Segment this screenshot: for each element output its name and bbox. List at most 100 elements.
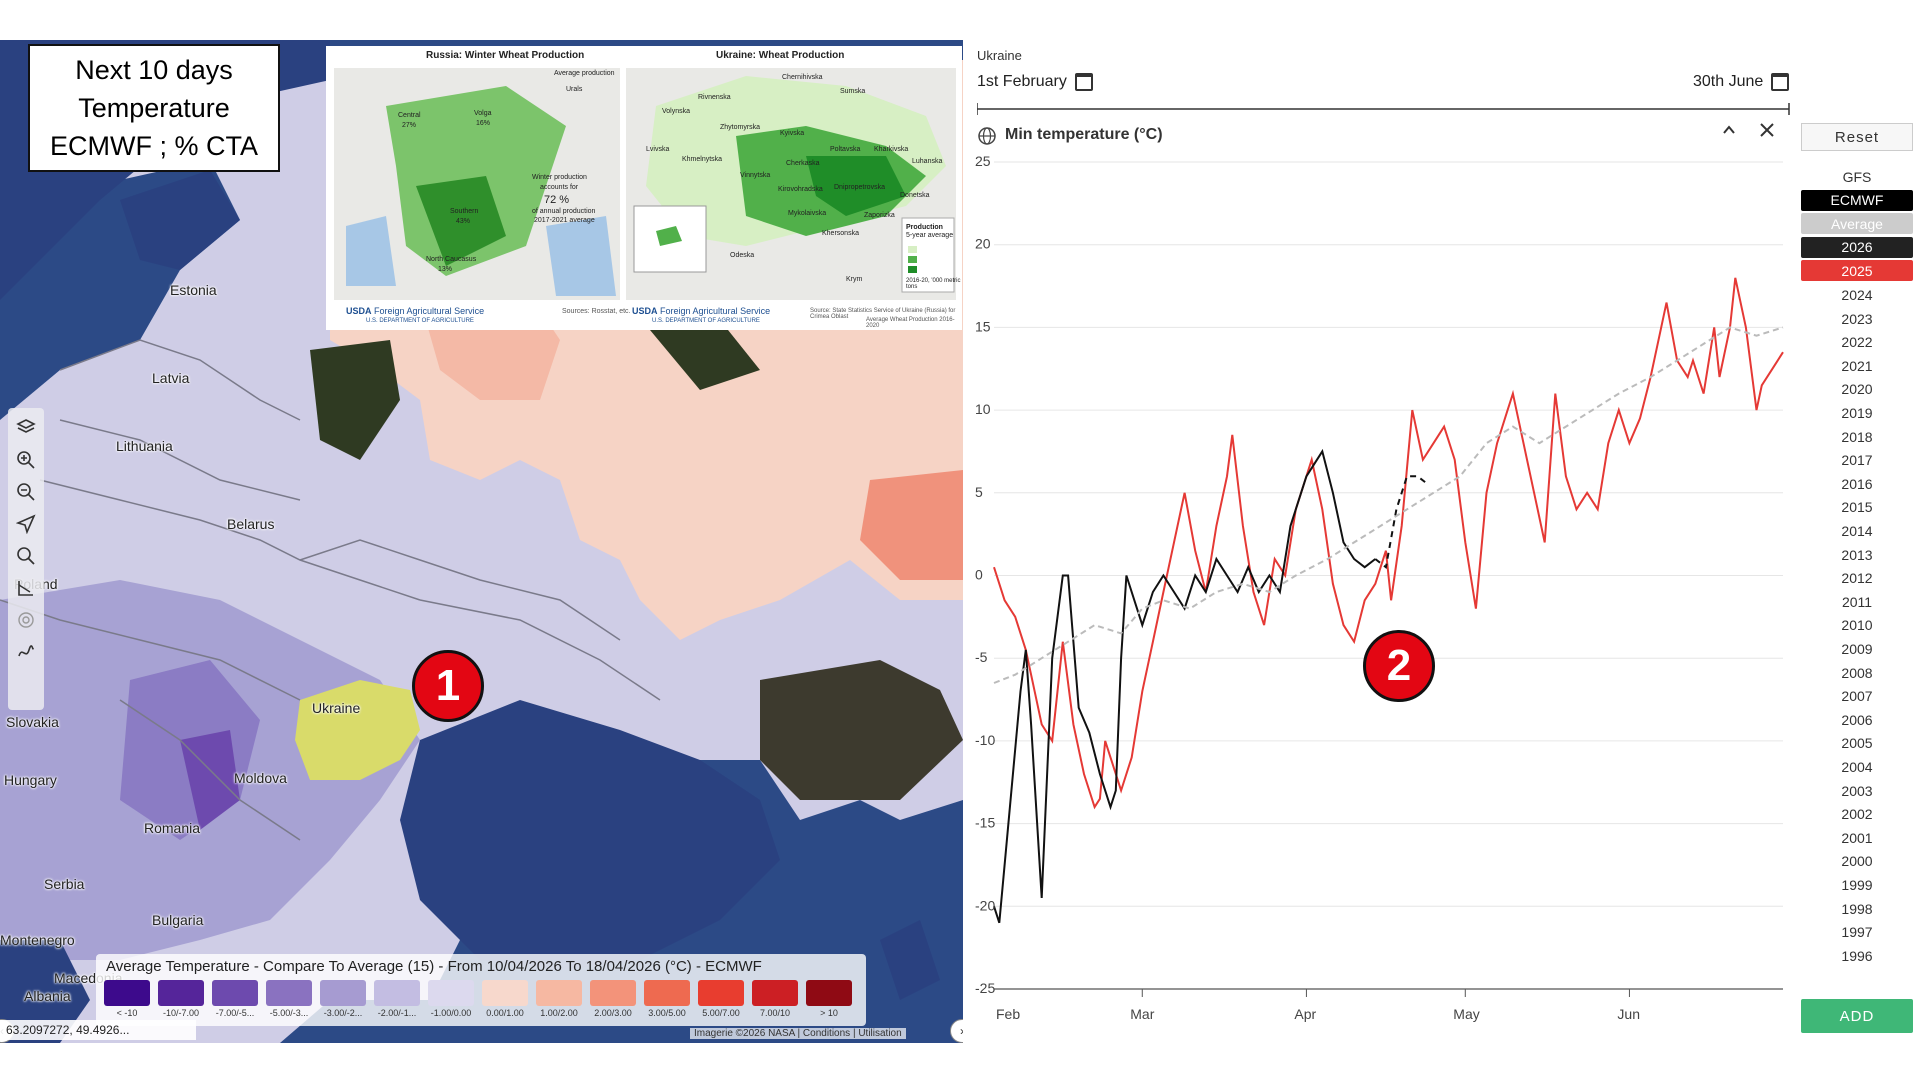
russia-label: Average production (554, 70, 615, 77)
usda-sub-right: U.S. DEPARTMENT OF AGRICULTURE (652, 318, 760, 324)
year-toggle-2008[interactable]: 2008 (1841, 664, 1873, 681)
legend-swatch (482, 980, 528, 1006)
map-panel[interactable]: Next 10 days Temperature ECMWF ; % CTA R… (0, 40, 963, 1043)
y-tick-label: 15 (975, 318, 991, 334)
russia-label: 2017-2021 average (534, 217, 595, 224)
year-toggle-2019[interactable]: 2019 (1841, 405, 1873, 421)
add-button[interactable]: ADD (1801, 999, 1913, 1033)
ukraine-label: Lvivska (646, 146, 670, 153)
year-toggle-2020[interactable]: 2020 (1841, 381, 1873, 398)
legend-label: < -10 (116, 1008, 138, 1018)
year-toggle-1997[interactable]: 1997 (1841, 924, 1873, 941)
series-toggle-2025[interactable]: 2025 (1801, 260, 1913, 281)
x-tick-label: Feb (996, 1006, 1020, 1022)
year-toggle-2003[interactable]: 2003 (1841, 782, 1873, 799)
layers-icon[interactable] (14, 416, 38, 440)
year-toggle-2015[interactable]: 2015 (1841, 499, 1873, 516)
series-toggle-gfs[interactable]: GFS (1801, 166, 1913, 187)
country-label: Montenegro (0, 932, 75, 948)
ukraine-label: Chernihivska (782, 74, 823, 81)
wheat-production-inset: Russia: Winter Wheat Production Ukraine:… (326, 46, 962, 330)
year-toggle-2011[interactable]: 2011 (1841, 593, 1873, 610)
start-date-picker[interactable]: 1st February (977, 73, 1093, 91)
calendar-icon[interactable] (1074, 73, 1093, 91)
year-toggle-2021[interactable]: 2021 (1841, 357, 1873, 374)
measure-icon[interactable] (14, 576, 38, 600)
year-toggle-2006[interactable]: 2006 (1841, 711, 1873, 728)
ukraine-label: Zhytomyrska (720, 124, 761, 131)
legend-label: -7.00/-5... (215, 1008, 255, 1018)
ukraine-label: Luhanska (912, 158, 943, 165)
country-label: Lithuania (116, 438, 173, 454)
search-icon[interactable] (14, 544, 38, 568)
legend-label: -5.00/-3... (269, 1008, 309, 1018)
year-toggle-2005[interactable]: 2005 (1841, 735, 1873, 752)
locate-icon[interactable] (14, 512, 38, 536)
close-icon[interactable] (1757, 120, 1777, 146)
year-toggle-2018[interactable]: 2018 (1841, 428, 1873, 445)
year-toggle-1999[interactable]: 1999 (1841, 877, 1873, 893)
russia-label: 43% (456, 218, 471, 225)
series-toggle-average[interactable]: Average (1801, 213, 1913, 234)
forecast-info-box: Next 10 days Temperature ECMWF ; % CTA (28, 44, 280, 172)
end-date-label: 30th June (1693, 73, 1764, 90)
year-toggle-2022[interactable]: 2022 (1841, 334, 1873, 351)
ukraine-label: Poltavska (830, 146, 861, 153)
year-toggle-2017[interactable]: 2017 (1841, 452, 1873, 469)
ukraine-label: Sumska (840, 88, 866, 95)
year-toggle-2023[interactable]: 2023 (1841, 310, 1873, 327)
legend-swatch (752, 980, 798, 1006)
map-toolbar (8, 408, 44, 710)
legend-swatch (374, 980, 420, 1006)
end-date-picker[interactable]: 30th June (1693, 73, 1790, 91)
reset-button[interactable]: Reset (1801, 123, 1913, 151)
zoom-out-icon[interactable] (14, 480, 38, 504)
year-toggle-2000[interactable]: 2000 (1841, 853, 1873, 870)
series-toggle-2026[interactable]: 2026 (1801, 236, 1913, 258)
ukraine-label: Khmelnytska (682, 156, 723, 163)
year-toggle-1996[interactable]: 1996 (1841, 947, 1873, 964)
year-toggle-2007[interactable]: 2007 (1841, 688, 1873, 705)
zoom-in-icon[interactable] (14, 448, 38, 472)
year-toggle-2001[interactable]: 2001 (1841, 829, 1873, 846)
year-toggle-1998[interactable]: 1998 (1841, 900, 1873, 917)
series-toggle-ecmwf[interactable]: ECMWF (1801, 189, 1913, 211)
marker-badge-1: 1 (412, 650, 484, 722)
ukraine-label: Krym (846, 276, 863, 283)
ukraine-label: Donetska (900, 192, 930, 199)
year-toggle-2013[interactable]: 2013 (1841, 546, 1873, 563)
info-line-3: ECMWF ; % CTA (50, 131, 258, 161)
collapse-chevron-icon[interactable] (1719, 120, 1739, 146)
year-toggle-2002[interactable]: 2002 (1841, 806, 1873, 823)
ukraine-label: Dnipropetrovska (834, 184, 885, 191)
map-attribution: Imagerie ©2026 NASA | Conditions | Utili… (690, 1028, 906, 1039)
chart-panel: Ukraine 1st February 30th June Min tempe… (963, 40, 1920, 1043)
year-toggle-2009[interactable]: 2009 (1841, 641, 1873, 657)
year-toggle-2004[interactable]: 2004 (1841, 759, 1873, 775)
year-toggle-2010[interactable]: 2010 (1841, 617, 1873, 634)
target-icon[interactable] (14, 608, 38, 632)
y-tick-label: -20 (975, 897, 995, 913)
legend-label: -3.00/-2... (323, 1008, 363, 1018)
russia-label: Urals (566, 86, 583, 93)
legend-label: -10/-7.00 (162, 1008, 200, 1018)
year-toggle-2014[interactable]: 2014 (1841, 523, 1873, 539)
series-line-ecmwf (1374, 475, 1429, 569)
y-tick-label: -5 (975, 649, 988, 665)
draw-icon[interactable] (14, 640, 38, 664)
country-label: Moldova (234, 770, 287, 786)
legend-label: > 10 (820, 1008, 838, 1018)
year-toggle-2012[interactable]: 2012 (1841, 570, 1873, 587)
ukraine-label: Zaporizka (864, 212, 895, 219)
calendar-icon[interactable] (1771, 73, 1790, 91)
series-line-average (993, 326, 1784, 684)
usda-logo-left: USDA Foreign Agricultural Service (346, 306, 485, 316)
globe-icon (978, 127, 996, 145)
year-toggle-2016[interactable]: 2016 (1841, 475, 1873, 492)
year-toggle-2024[interactable]: 2024 (1841, 287, 1873, 303)
ukraine-label: Mykolaivska (788, 210, 827, 217)
date-range-slider[interactable] (977, 102, 1797, 116)
temperature-legend: Average Temperature - Compare To Average… (96, 954, 866, 1026)
ukraine-label: Kirovohradska (778, 186, 823, 193)
russia-label: 72 % (544, 194, 570, 206)
